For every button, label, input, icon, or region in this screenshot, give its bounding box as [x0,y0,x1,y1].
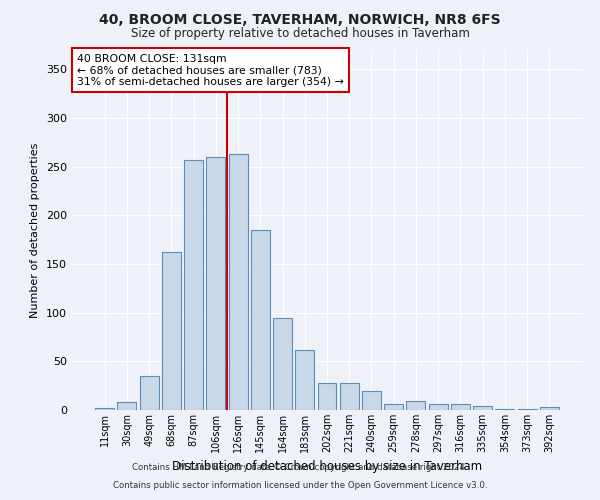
Bar [384,404,403,410]
Bar [317,383,337,410]
Text: 40, BROOM CLOSE, TAVERHAM, NORWICH, NR8 6FS: 40, BROOM CLOSE, TAVERHAM, NORWICH, NR8 … [99,12,501,26]
Text: Contains HM Land Registry data © Crown copyright and database right 2024.: Contains HM Land Registry data © Crown c… [132,464,468,472]
Bar [118,402,136,410]
Bar [95,408,114,410]
X-axis label: Distribution of detached houses by size in Taverham: Distribution of detached houses by size … [172,460,482,473]
Bar [406,401,425,410]
Text: Contains public sector information licensed under the Open Government Licence v3: Contains public sector information licen… [113,481,487,490]
Y-axis label: Number of detached properties: Number of detached properties [31,142,40,318]
Bar [340,383,359,410]
Bar [140,376,158,410]
Bar [206,157,225,410]
Bar [295,350,314,410]
Bar [251,230,270,410]
Bar [273,318,292,410]
Bar [496,409,514,410]
Text: 40 BROOM CLOSE: 131sqm
← 68% of detached houses are smaller (783)
31% of semi-de: 40 BROOM CLOSE: 131sqm ← 68% of detached… [77,54,344,87]
Bar [162,252,181,410]
Bar [473,406,492,410]
Bar [184,160,203,410]
Bar [429,404,448,410]
Bar [362,390,381,410]
Bar [451,404,470,410]
Text: Size of property relative to detached houses in Taverham: Size of property relative to detached ho… [131,28,469,40]
Bar [229,154,248,410]
Bar [518,409,536,410]
Bar [540,407,559,410]
